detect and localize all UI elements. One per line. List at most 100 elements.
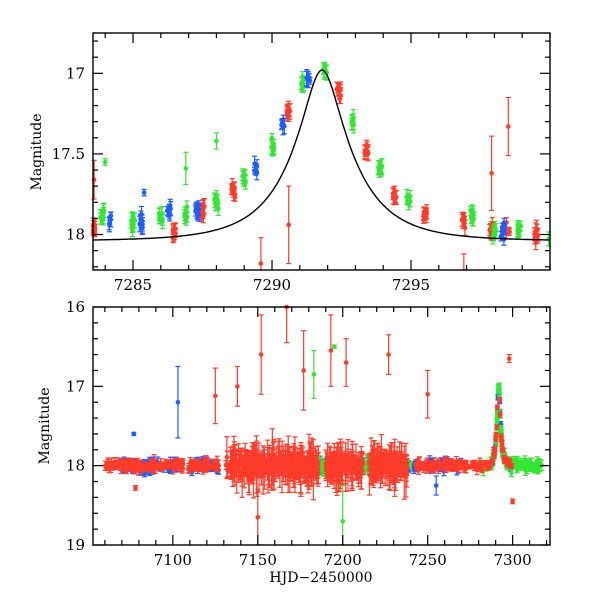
marker [106, 221, 112, 226]
data-point [157, 207, 163, 221]
marker [171, 229, 176, 234]
data-point [407, 189, 413, 203]
data-point [182, 206, 188, 222]
marker [285, 111, 290, 117]
data-point [213, 194, 219, 207]
marker [183, 166, 189, 171]
marker [196, 212, 202, 218]
data-point [284, 105, 290, 122]
marker [461, 219, 467, 224]
data-point [515, 220, 521, 234]
marker [132, 218, 138, 223]
data-point [137, 215, 143, 233]
marker [350, 119, 356, 125]
marker [141, 190, 147, 195]
data-point [141, 188, 147, 197]
marker [194, 203, 200, 209]
y-tick-label: 18 [66, 226, 85, 244]
marker [271, 147, 277, 152]
marker [500, 228, 506, 234]
y-tick-label: 17.5 [52, 145, 85, 163]
marker [379, 163, 385, 169]
series-red [90, 81, 541, 271]
data-point [100, 211, 106, 222]
data-point [461, 216, 467, 227]
marker [168, 206, 173, 212]
data-point [183, 151, 189, 186]
data-point [281, 117, 287, 135]
data-point [307, 77, 313, 85]
marker [214, 138, 219, 144]
data-point [241, 170, 247, 184]
data-point [461, 253, 467, 271]
data-point [286, 185, 292, 265]
marker [137, 221, 142, 227]
series-green [98, 61, 552, 247]
marker [376, 165, 381, 171]
marker [100, 213, 106, 219]
data-point [102, 158, 108, 166]
marker [337, 93, 343, 98]
data-point [258, 237, 264, 271]
data-point [194, 201, 200, 211]
marker [534, 225, 539, 231]
y-tick-label: 17 [66, 64, 85, 82]
data-point [252, 155, 258, 172]
data-point [492, 223, 498, 237]
top-data-points [90, 61, 552, 271]
top-plot-frame [92, 32, 551, 271]
marker [279, 121, 285, 127]
data-point [132, 212, 138, 229]
data-point [424, 204, 430, 219]
top-axis-ticks: 7285 7290 7295 17 17.5 18 [52, 33, 551, 294]
marker [184, 214, 190, 220]
marker [489, 170, 494, 176]
marker [506, 124, 511, 129]
marker [241, 174, 247, 180]
data-point [168, 201, 174, 217]
data-point [379, 158, 385, 175]
data-point [505, 96, 511, 157]
marker [307, 78, 313, 84]
data-point [106, 216, 112, 231]
marker [300, 74, 305, 79]
marker [492, 227, 498, 233]
marker [424, 209, 429, 214]
data-point [393, 190, 399, 203]
data-point [196, 208, 202, 222]
data-point [215, 201, 221, 217]
marker [468, 215, 474, 220]
marker [365, 149, 370, 154]
marker [130, 222, 136, 228]
data-point [350, 113, 356, 131]
bottom-data-points [102, 304, 545, 546]
data-point [139, 214, 145, 228]
marker [231, 191, 236, 196]
marker [407, 194, 413, 199]
marker [157, 212, 162, 217]
marker [182, 211, 187, 217]
data-point [532, 468, 538, 473]
top-panel-zoomed-light-curve: 7285 7290 7295 17 17.5 18 Magnitude [29, 32, 552, 294]
marker [258, 261, 264, 266]
marker [139, 218, 145, 224]
data-point [364, 146, 370, 156]
marker [393, 194, 399, 199]
data-point [279, 118, 285, 130]
x-tick-label: 7290 [253, 276, 291, 294]
series-blue [106, 68, 508, 246]
data-point [271, 143, 277, 156]
marker [334, 86, 340, 92]
marker [509, 470, 514, 476]
top-y-axis-label: Magnitude [29, 113, 45, 190]
data-point [231, 189, 237, 198]
data-point [532, 230, 538, 245]
marker [532, 468, 538, 473]
marker [252, 161, 257, 167]
data-point [468, 210, 474, 224]
data-point [376, 159, 382, 176]
marker [213, 198, 219, 204]
data-point [213, 132, 219, 150]
data-point [171, 222, 177, 241]
